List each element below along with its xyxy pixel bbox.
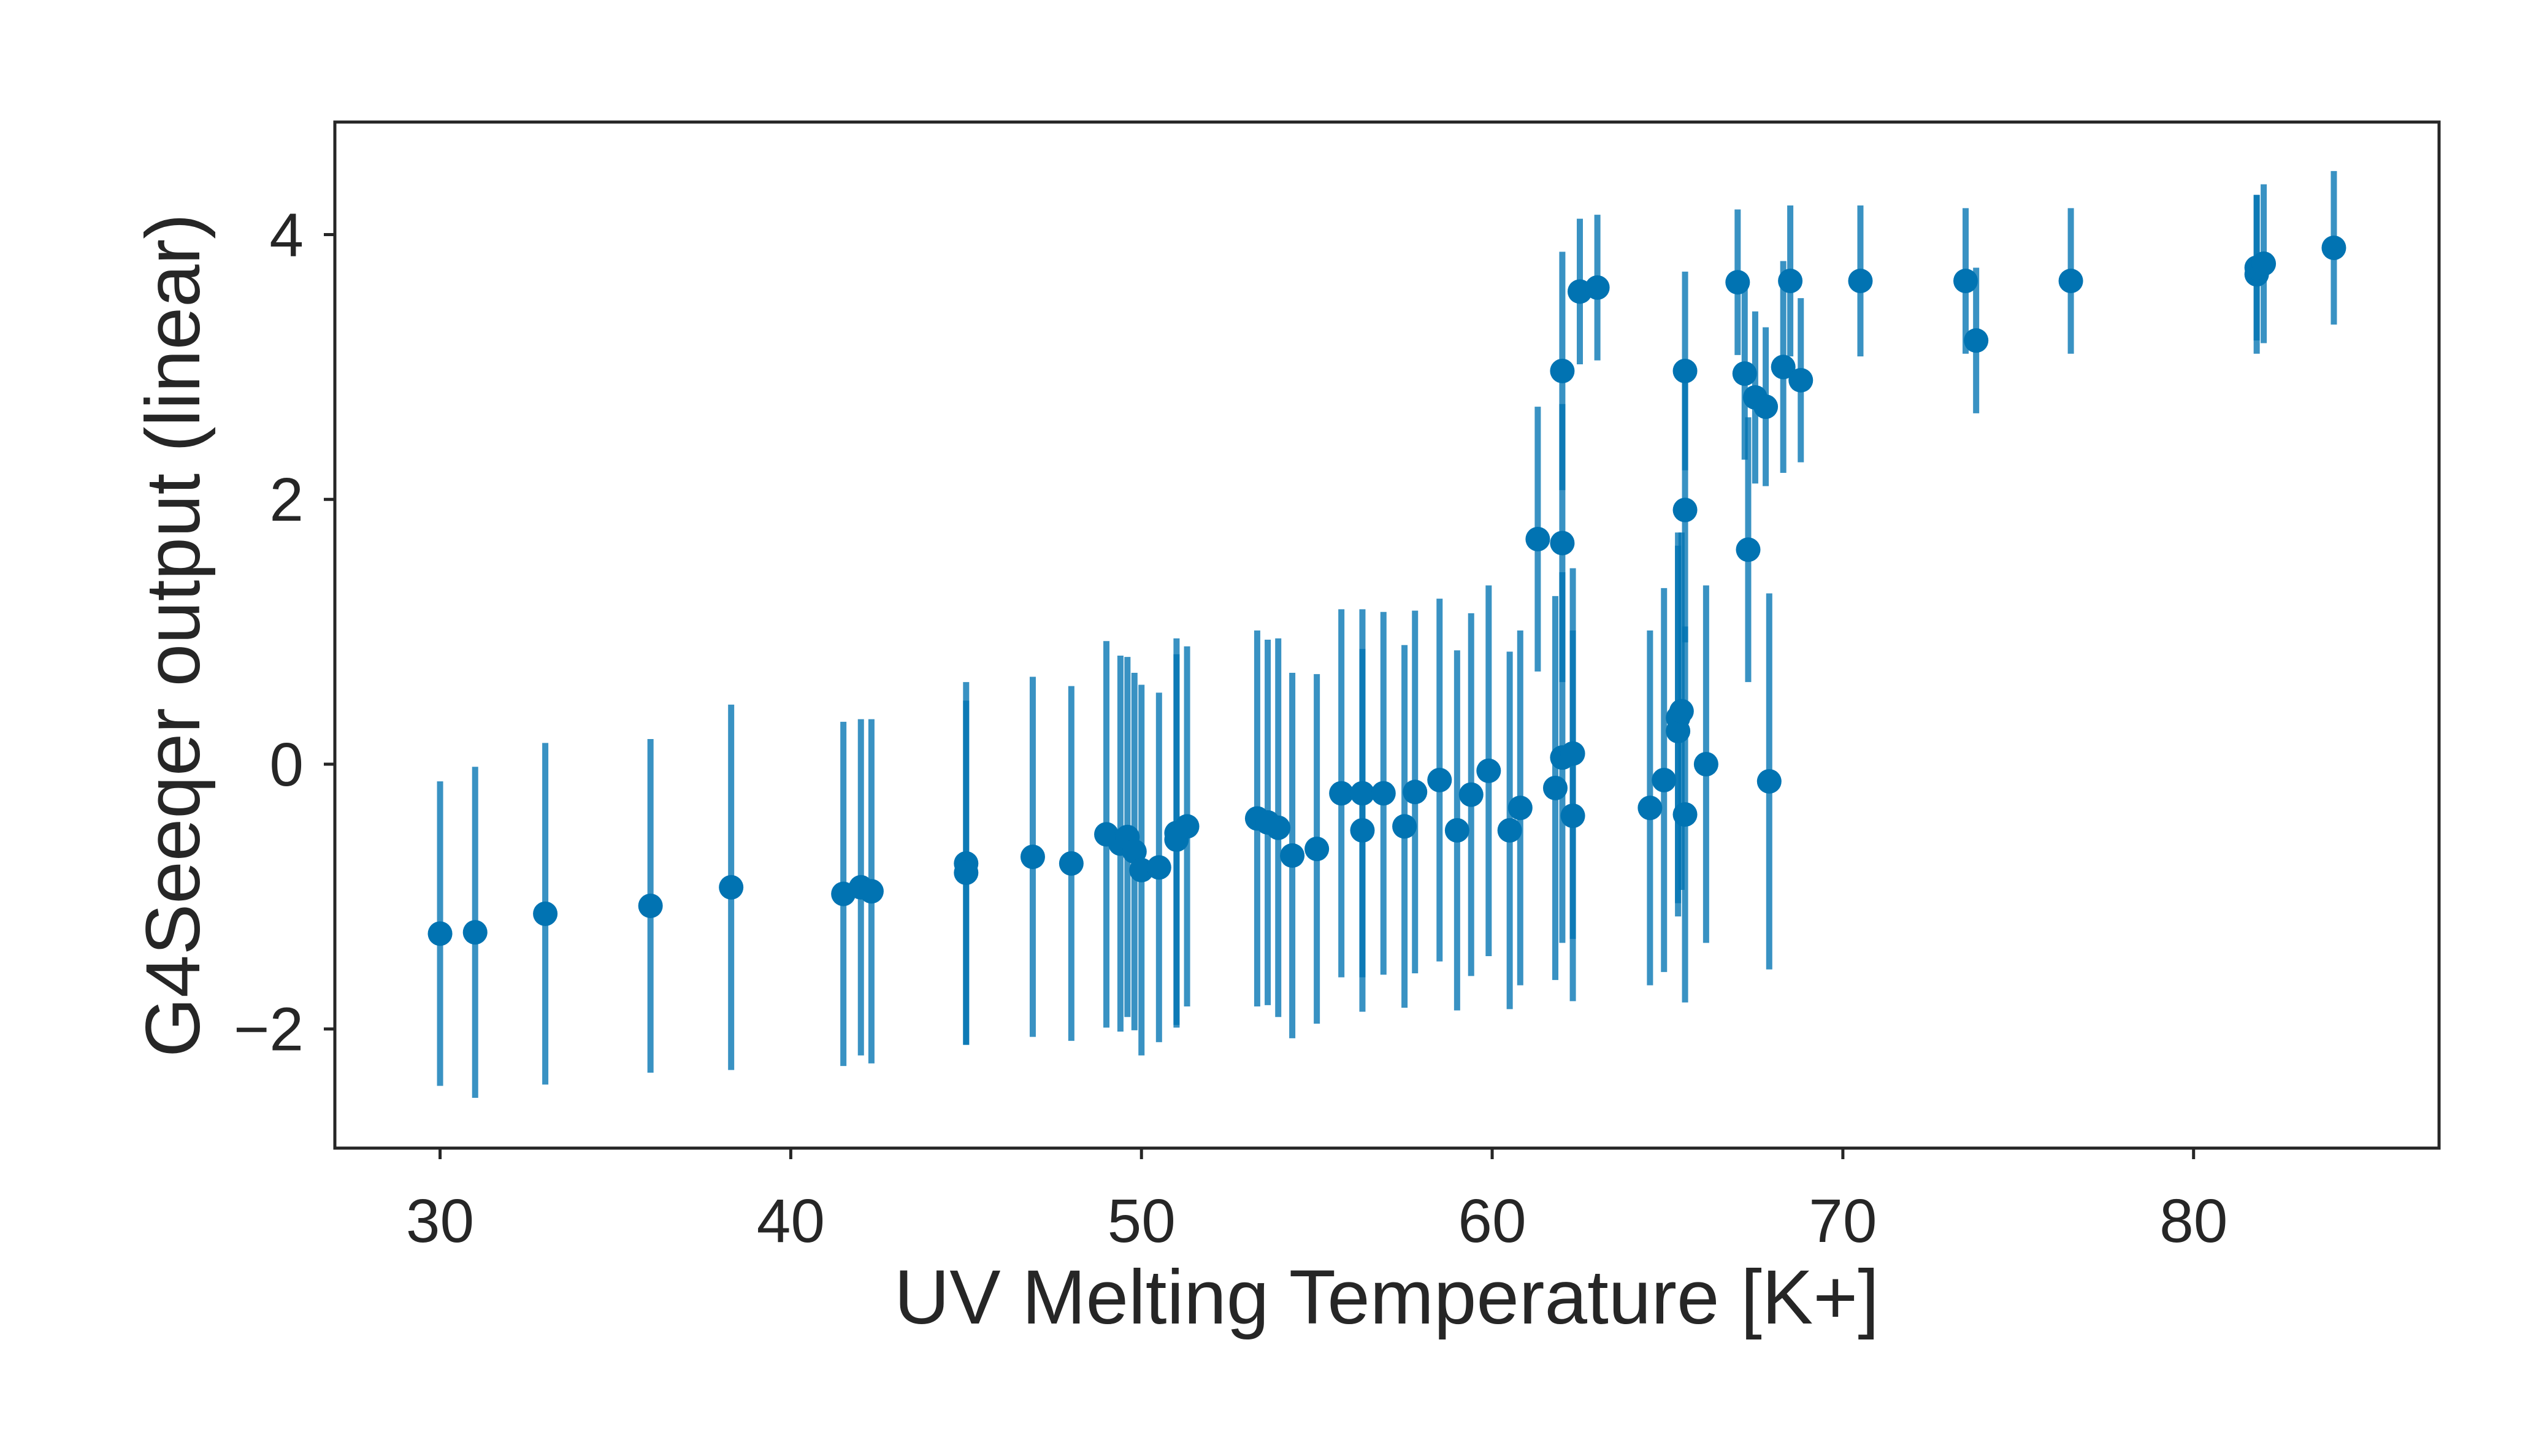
y-axis-ticks: −2 0 2 4: [234, 201, 335, 1064]
data-point: [1392, 814, 1417, 839]
x-tick-label: 30: [406, 1187, 474, 1255]
data-point: [1427, 767, 1452, 792]
x-tick-label: 80: [2159, 1187, 2227, 1255]
data-point: [1778, 269, 1803, 294]
data-point: [1329, 781, 1354, 806]
data-point: [1848, 269, 1873, 294]
data-point: [1560, 803, 1585, 829]
data-point: [1020, 845, 1045, 870]
plot-area-frame: [333, 120, 2441, 1150]
data-point: [1585, 275, 1610, 300]
data-point: [1672, 358, 1698, 383]
data-point: [2251, 251, 2277, 276]
data-point: [1964, 328, 1989, 353]
data-point: [1560, 741, 1585, 766]
data-point: [1637, 795, 1663, 821]
data-point: [954, 860, 979, 885]
data-point: [1725, 270, 1750, 295]
data-point: [1350, 781, 1375, 806]
data-point: [1304, 837, 1330, 862]
x-axis-title: UV Melting Temperature [K+]: [894, 1255, 1879, 1340]
data-point: [1953, 269, 1978, 294]
data-point: [2321, 236, 2346, 261]
data-point: [1444, 818, 1469, 843]
data-point: [1672, 497, 1698, 523]
data-point: [638, 893, 663, 918]
y-axis-title: G4Seeqer output (linear): [131, 213, 216, 1057]
data-point: [1788, 367, 1814, 393]
y-tick-label: 2: [269, 466, 304, 534]
x-tick-label: 70: [1809, 1187, 1877, 1255]
data-point: [1550, 531, 1575, 556]
data-point: [1732, 361, 1757, 386]
data-point: [1280, 843, 1305, 868]
x-axis-ticks: 30 40 50 60 70 80: [406, 1148, 2227, 1255]
data-point: [1542, 775, 1568, 800]
data-point: [1458, 782, 1484, 807]
data-point: [1693, 751, 1718, 776]
data-point: [1497, 818, 1522, 843]
y-tick-label: 0: [269, 730, 304, 799]
data-point: [1771, 354, 1796, 380]
data-point: [2058, 269, 2083, 294]
data-point: [1507, 795, 1533, 821]
data-point: [1122, 839, 1147, 864]
data-point: [1525, 526, 1550, 551]
data-point: [1753, 394, 1779, 420]
data-point: [1371, 781, 1396, 806]
data-point: [1266, 815, 1291, 840]
data-point: [719, 875, 744, 900]
y-tick-label: −2: [234, 995, 304, 1064]
data-point: [1550, 358, 1575, 383]
data-points-layer: [427, 171, 2346, 1098]
data-point: [1146, 855, 1171, 880]
data-point: [1350, 818, 1375, 843]
y-tick-label: 4: [269, 201, 304, 269]
data-point: [1174, 814, 1200, 839]
data-point: [1669, 699, 1694, 724]
data-point: [1059, 851, 1084, 876]
data-point: [1736, 537, 1761, 562]
data-point: [1672, 802, 1698, 827]
x-tick-label: 60: [1458, 1187, 1526, 1255]
data-point: [462, 920, 488, 945]
data-point: [1476, 758, 1501, 783]
data-point: [1403, 780, 1428, 805]
data-point: [533, 901, 558, 926]
x-tick-label: 50: [1108, 1187, 1176, 1255]
data-point: [859, 879, 884, 904]
x-tick-label: 40: [757, 1187, 825, 1255]
data-point: [1756, 769, 1782, 794]
data-point: [427, 921, 453, 946]
data-point: [1652, 767, 1677, 792]
